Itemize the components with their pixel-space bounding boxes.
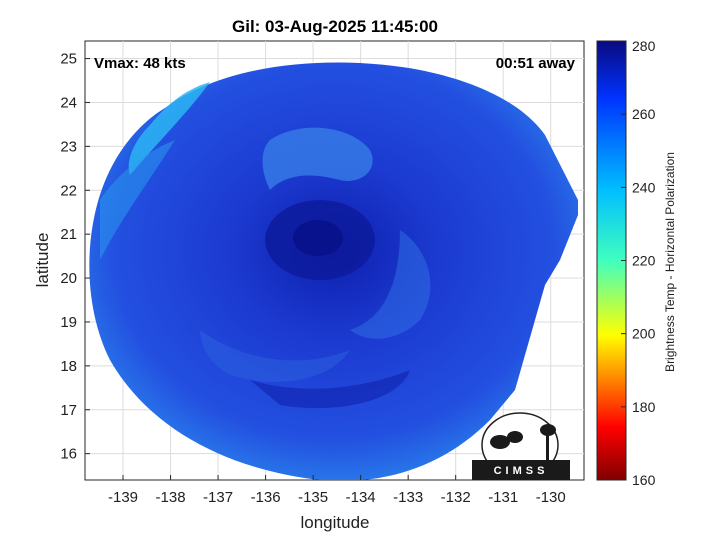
colorbar-tick-label: 180 [632, 399, 656, 415]
colorbar-tick-label: 200 [632, 326, 656, 342]
x-tick-label: -130 [536, 489, 566, 506]
x-tick-label: -132 [441, 489, 471, 506]
cold-core-inner [293, 220, 343, 256]
colorbar-ticks: 280 260 240 220 200 180 160 [621, 38, 656, 488]
logo-dish-icon [507, 431, 523, 443]
x-axis-ticks: -139 -138 -137 -136 -135 -134 -133 -132 -131 -130 [108, 475, 566, 506]
y-tick-label: 18 [60, 358, 77, 375]
y-tick-label: 19 [60, 314, 77, 331]
y-tick-label: 20 [60, 270, 77, 287]
cold-band-south [250, 370, 410, 409]
time-away-label: 00:51 away [496, 55, 576, 72]
x-tick-label: -138 [156, 489, 186, 506]
y-tick-label: 24 [60, 94, 77, 111]
x-tick-label: -133 [393, 489, 423, 506]
x-axis-label: longitude [300, 513, 369, 532]
spiral-band-east [350, 230, 431, 339]
logo-dish-icon [490, 435, 510, 449]
swath-edge-warm [128, 82, 210, 175]
colorbar-tick-label: 240 [632, 179, 656, 195]
spiral-band-south [200, 330, 350, 382]
brightness-temp-swath [89, 62, 578, 480]
y-tick-label: 22 [60, 182, 77, 199]
x-tick-label: -137 [203, 489, 233, 506]
y-tick-label: 23 [60, 138, 77, 155]
colorbar-tick-label: 160 [632, 472, 656, 488]
logo-tower-icon [546, 430, 549, 462]
cimss-logo: CIMSS [472, 412, 570, 480]
colorbar-label: Brightness Temp - Horizontal Polarizatio… [663, 152, 677, 372]
x-tick-label: -135 [298, 489, 328, 506]
x-tick-label: -139 [108, 489, 138, 506]
y-axis-label: latitude [33, 233, 52, 288]
colorbar-tick-label: 280 [632, 38, 656, 54]
colorbar-tick-label: 260 [632, 106, 656, 122]
y-tick-label: 16 [60, 446, 77, 463]
y-tick-label: 21 [60, 226, 77, 243]
x-tick-label: -134 [346, 489, 376, 506]
logo-text: CIMSS [494, 465, 549, 477]
logo-band [472, 460, 570, 480]
colorbar-tick-label: 220 [632, 253, 656, 269]
y-axis-ticks: 25 24 23 22 21 20 19 18 17 16 [60, 51, 90, 463]
y-tick-label: 17 [60, 402, 77, 419]
x-tick-label: -136 [251, 489, 281, 506]
y-tick-label: 25 [60, 51, 77, 68]
swath-edge-warm-left [100, 140, 175, 260]
spiral-band-north [262, 127, 373, 190]
chart-title: Gil: 03-Aug-2025 11:45:00 [232, 17, 438, 36]
logo-tower-icon [540, 424, 556, 436]
x-tick-label: -131 [488, 489, 518, 506]
vmax-label: Vmax: 48 kts [94, 55, 186, 72]
